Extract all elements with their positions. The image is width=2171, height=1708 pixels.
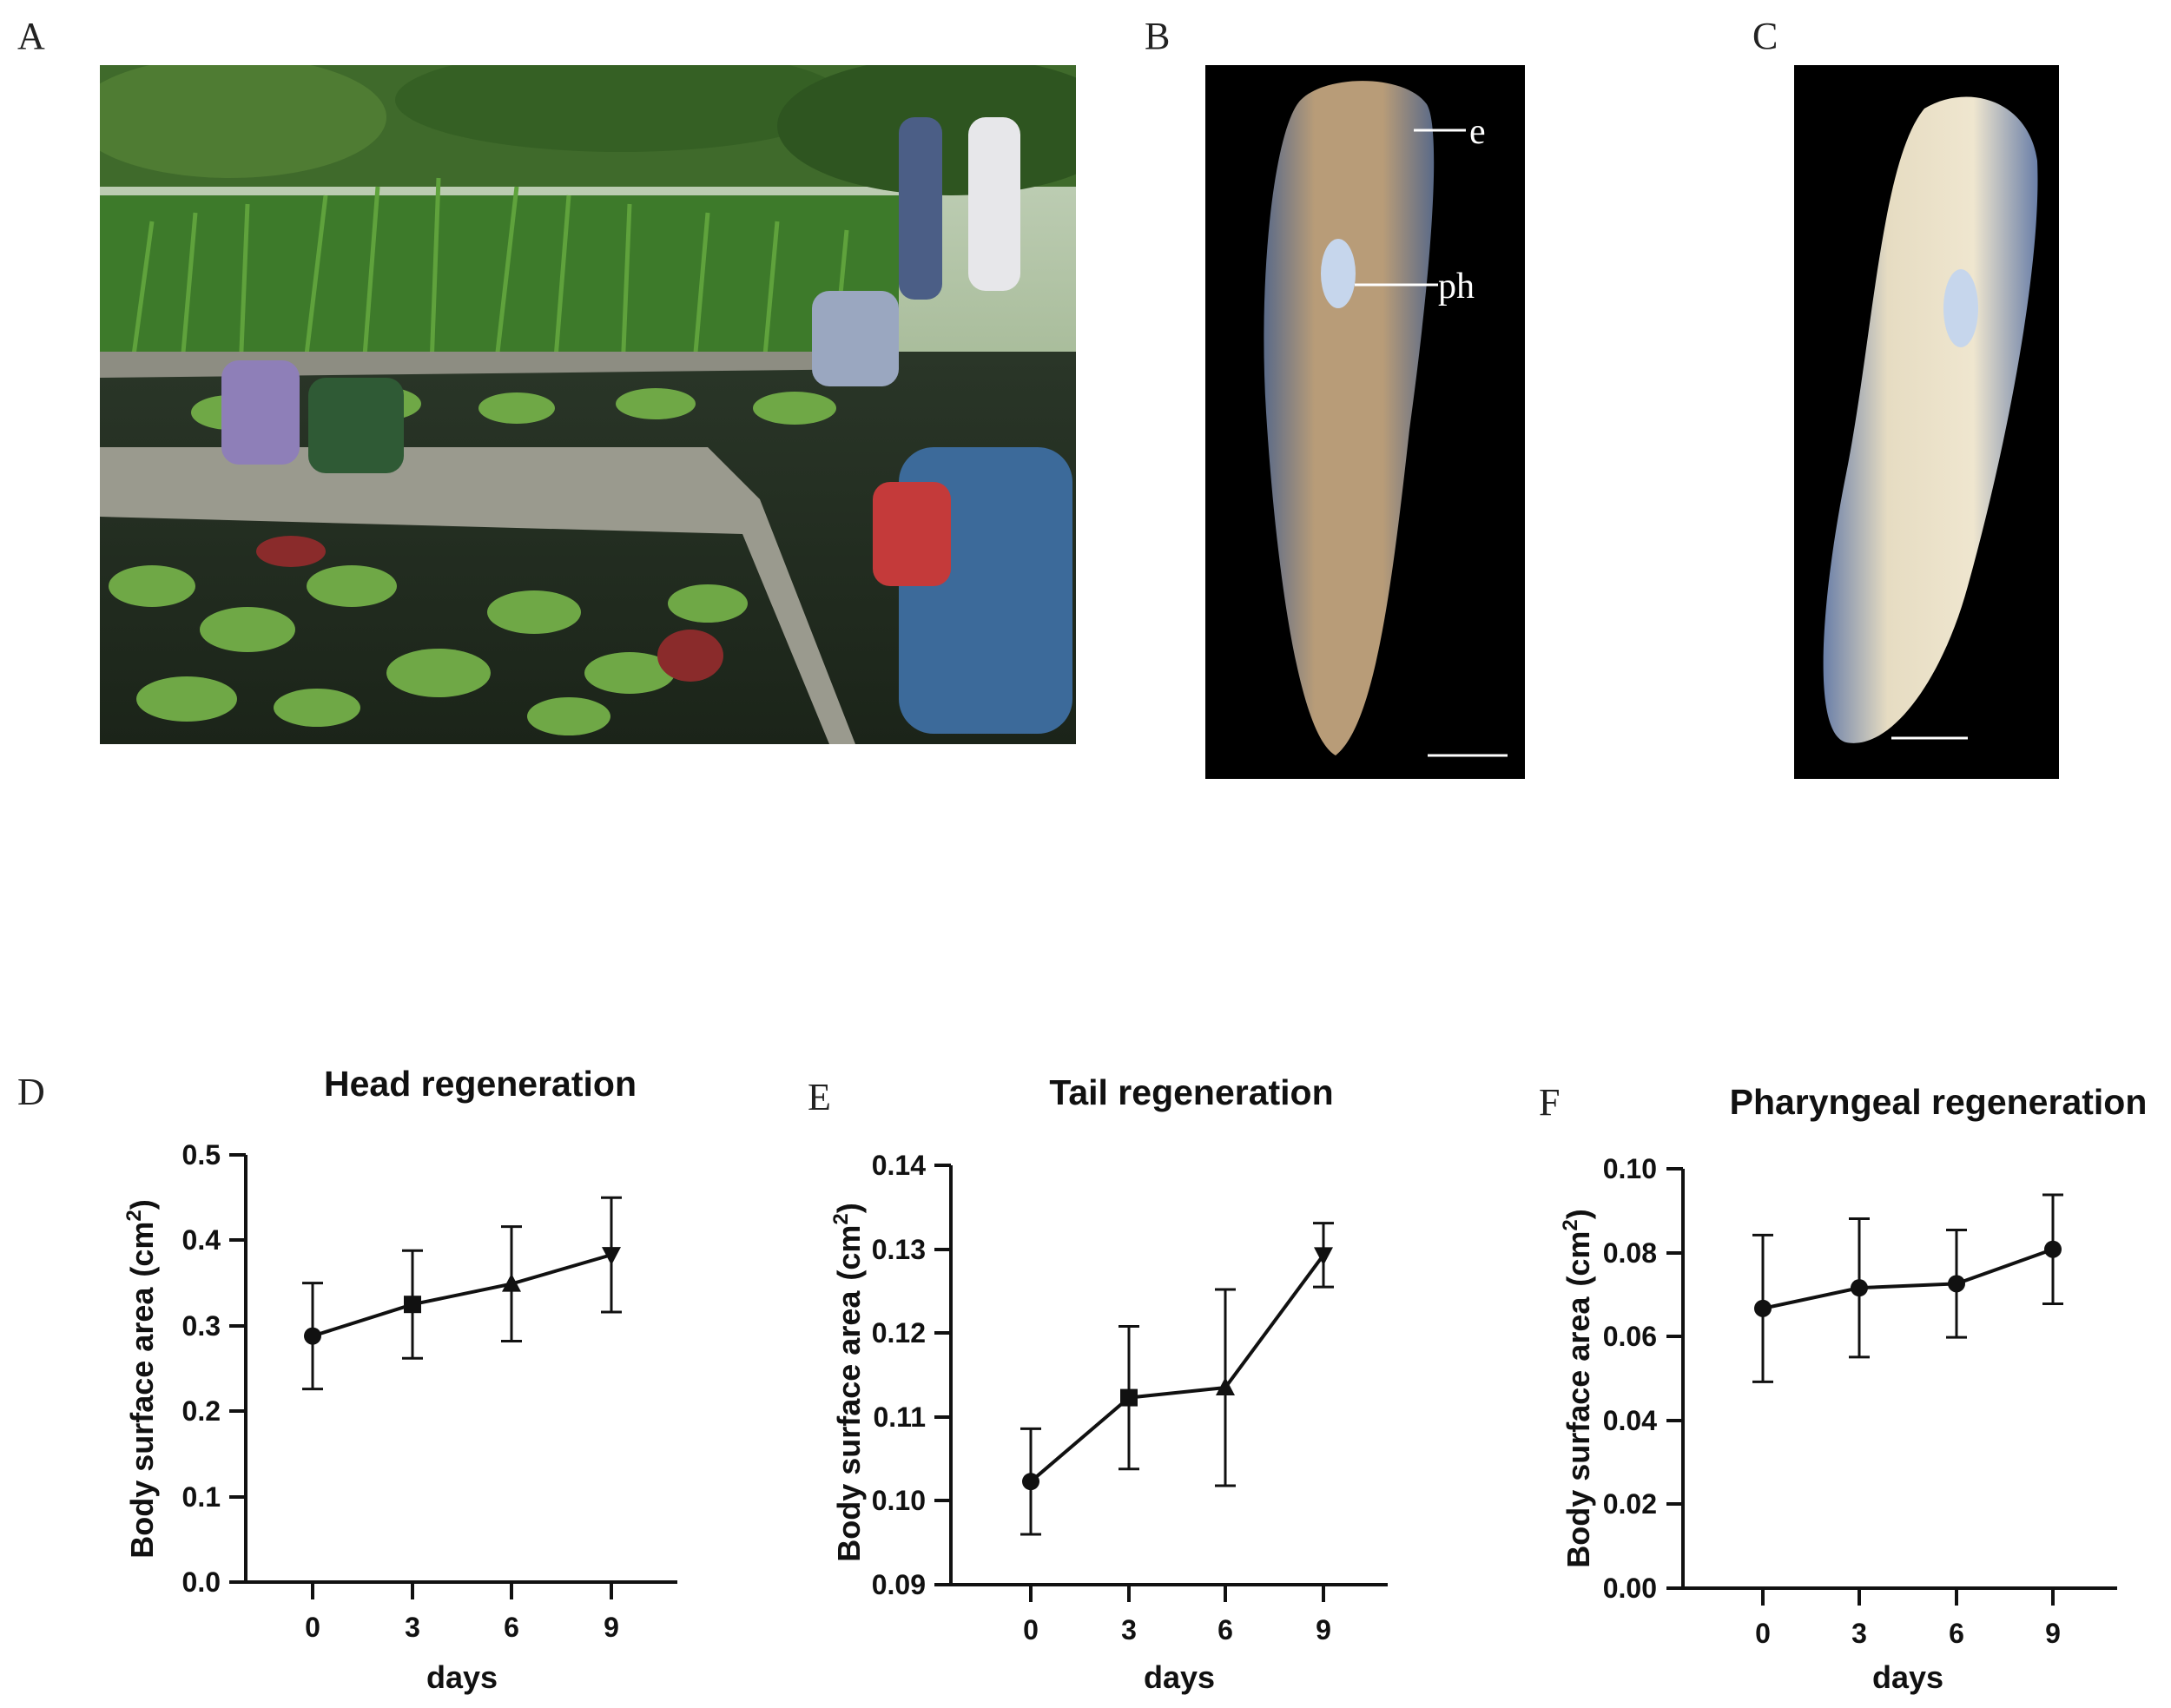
planarian-body [1823,96,2038,743]
data-point [1754,1299,1772,1317]
x-tick-label: 9 [1316,1614,1331,1645]
y-axis: 0.09 0.10 0.11 0.12 0.13 0.14 [872,1150,953,1600]
eye-label: e [1469,112,1486,152]
y-tick-label: 0.10 [1603,1153,1657,1184]
y-tick-label: 0.11 [873,1401,926,1433]
x-axis-label: days [426,1659,498,1695]
x-tick-label: 9 [2045,1618,2061,1649]
y-tick-label: 0.5 [182,1139,221,1171]
y-tick-label: 0.0 [182,1566,221,1598]
data-point [1120,1388,1138,1407]
x-tick-label: 3 [1121,1614,1137,1645]
y-axis-label: Body surface area(cm2) [1559,1209,1596,1568]
y-tick-label: 0.06 [1603,1321,1657,1352]
chart-title: Tail regeneration [1049,1072,1333,1112]
data-point [502,1273,521,1292]
y-tick-label: 0.14 [872,1150,926,1181]
planarian-photo-b: e ph [1205,65,1525,779]
red-lily-leaves [256,536,723,682]
data-point [2044,1240,2062,1258]
x-axis: 0 3 6 9 [246,1580,677,1643]
y-tick-label: 0.2 [182,1395,221,1427]
y-axis: 0.00 0.02 0.04 0.06 0.08 0.10 [1603,1153,1685,1604]
x-axis: 0 3 6 9 [951,1583,1388,1645]
lily-pads [109,386,836,735]
tree-clump [100,65,386,178]
y-tick-label: 0.10 [872,1485,926,1516]
y-tick-label: 0.00 [1603,1573,1657,1604]
x-tick-label: 0 [1023,1614,1039,1645]
x-axis-label: days [1872,1659,1943,1695]
y-tick-label: 0.09 [872,1569,926,1600]
y-tick-label: 0.08 [1603,1237,1657,1269]
x-tick-label: 0 [1755,1618,1771,1649]
x-axis-label: days [1144,1659,1215,1695]
y-axis-label: Body surface area(cm2) [829,1203,867,1562]
chart-head-regeneration: Head regeneration Body surface area(cm2)… [122,1064,677,1695]
planarian-photo-c [1794,65,2059,779]
y-tick-label: 0.04 [1603,1405,1657,1436]
y-axis: 0.0 0.1 0.2 0.3 0.4 0.5 [182,1139,247,1598]
x-tick-label: 6 [1949,1618,1964,1649]
pond-field-photo [100,65,1076,744]
panel-label-f: F [1539,1081,1561,1124]
plot-area [302,1196,622,1391]
y-tick-label: 0.1 [182,1481,221,1513]
x-tick-label: 6 [1217,1614,1233,1645]
data-point [304,1327,321,1345]
y-tick-label: 0.12 [872,1317,926,1349]
panel-label-b: B [1145,15,1171,57]
stone-walkway [100,447,855,744]
pharynx [1321,239,1356,308]
tree-clump [395,65,847,152]
plot-area [1020,1222,1334,1536]
planarian-body [1264,81,1435,755]
chart-title: Pharyngeal regeneration [1730,1082,2148,1122]
plot-area [1752,1193,2063,1383]
x-tick-label: 3 [1851,1618,1867,1649]
chart-tail-regeneration: Tail regeneration Body surface area(cm2)… [829,1072,1388,1695]
x-axis: 0 3 6 9 [1683,1586,2117,1649]
series-line [1029,1254,1325,1483]
people [221,117,1072,734]
data-point [602,1247,621,1266]
pharynx [1943,269,1978,347]
series-line [1762,1247,2054,1310]
y-axis-label: Body surface area(cm2) [122,1199,160,1559]
panel-label-e: E [808,1076,831,1118]
data-point [1948,1275,1965,1293]
data-point [1314,1247,1333,1266]
pharynx-label: ph [1438,267,1475,307]
panel-label-a: A [17,15,45,57]
panel-label-d: D [17,1071,45,1113]
data-point [1851,1279,1868,1297]
data-point [1216,1376,1235,1395]
panel-label-c: C [1752,15,1778,57]
x-tick-label: 3 [405,1612,420,1643]
y-tick-label: 0.4 [182,1224,221,1256]
y-tick-label: 0.02 [1603,1488,1657,1520]
chart-pharyngeal-regeneration: Pharyngeal regeneration Body surface are… [1559,1082,2147,1695]
series-line [312,1253,612,1338]
y-tick-label: 0.13 [872,1234,926,1265]
x-tick-label: 9 [604,1612,619,1643]
y-tick-label: 0.3 [182,1310,221,1342]
chart-title: Head regeneration [324,1064,637,1104]
x-tick-label: 0 [305,1612,320,1643]
data-point [1022,1473,1039,1491]
data-point [404,1296,421,1314]
x-tick-label: 6 [504,1612,519,1643]
